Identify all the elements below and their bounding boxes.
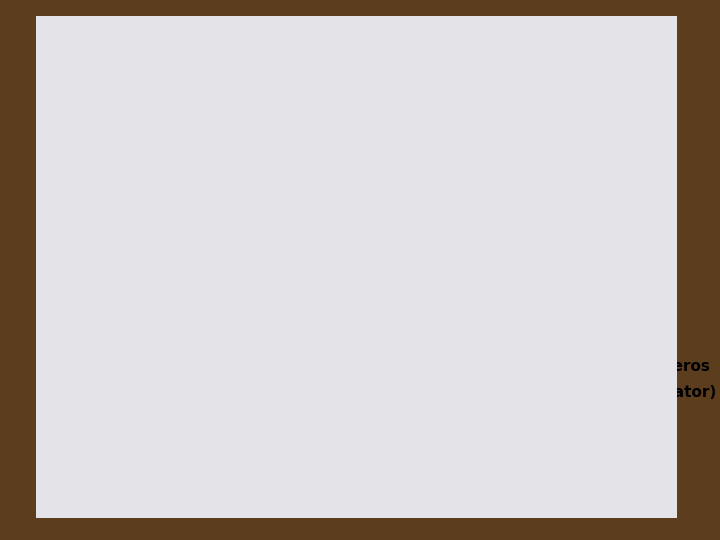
Text: same number of zeros: same number of zeros bbox=[518, 359, 709, 374]
Text: 5: 5 bbox=[148, 179, 158, 193]
Text: 3 digits: 3 digits bbox=[317, 236, 371, 251]
Text: •  Decimal fraction has a denominator of 10, 100, 1000, etc.: • Decimal fraction has a denominator of … bbox=[109, 120, 654, 136]
Text: •  System of numbers based on ten (10).: • System of numbers based on ten (10). bbox=[109, 91, 479, 106]
Text: 5: 5 bbox=[308, 179, 318, 193]
Text: point) in front.: point) in front. bbox=[135, 171, 251, 185]
Text: 999: 999 bbox=[456, 303, 494, 321]
Text: 46: 46 bbox=[643, 492, 661, 506]
Text: Written on one line as a whole number, with a period (decimal: Written on one line as a whole number, w… bbox=[135, 150, 623, 164]
Text: ( 1 +: ( 1 + bbox=[315, 359, 356, 374]
Text: = .005: = .005 bbox=[562, 188, 632, 207]
Text: 1000: 1000 bbox=[450, 332, 500, 349]
Text: D.    DECIMAL NUMBERS: D. DECIMAL NUMBERS bbox=[58, 36, 378, 60]
Text: 5: 5 bbox=[478, 179, 488, 193]
Text: .999 is the same as: .999 is the same as bbox=[180, 303, 355, 319]
Text: /100: /100 bbox=[316, 188, 364, 207]
Text: 1.    Decimal System: 1. Decimal System bbox=[91, 64, 297, 82]
Text: = .05: = .05 bbox=[377, 188, 435, 207]
Text: as digits in numerator): as digits in numerator) bbox=[518, 386, 716, 400]
Text: /10: /10 bbox=[156, 188, 190, 207]
Text: /1000: /1000 bbox=[486, 188, 546, 207]
Text: = .5: = .5 bbox=[203, 188, 248, 207]
